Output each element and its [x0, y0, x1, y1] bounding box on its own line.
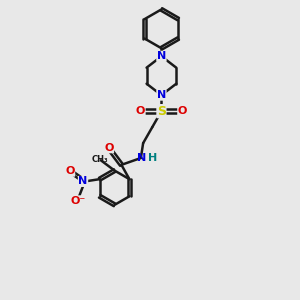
Text: S: S: [157, 105, 166, 118]
Text: N: N: [157, 51, 166, 61]
Text: CH₃: CH₃: [92, 154, 108, 164]
Text: O: O: [136, 106, 145, 116]
Text: H: H: [148, 153, 157, 163]
Text: N: N: [78, 176, 88, 186]
Text: O: O: [178, 106, 187, 116]
Text: N: N: [137, 153, 147, 163]
Text: O⁻: O⁻: [70, 196, 86, 206]
Text: N: N: [157, 90, 166, 100]
Text: O: O: [65, 166, 75, 176]
Text: O: O: [104, 143, 113, 153]
